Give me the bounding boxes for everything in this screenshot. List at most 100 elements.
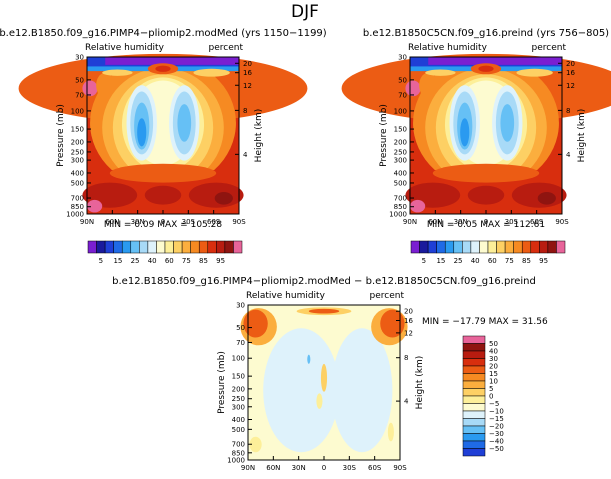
y2-tick-label: 20 (404, 308, 413, 316)
y2-tick-label: 4 (243, 151, 248, 159)
x-tick-label: 60S (368, 464, 382, 472)
colorbar-swatch (462, 425, 486, 434)
colorbar-swatch (207, 240, 217, 254)
y-tick-label: 250 (71, 148, 84, 156)
colorbar-label: −40 (489, 438, 504, 446)
y2-tick-label: 4 (404, 398, 409, 406)
colorbar-label: 25 (454, 257, 463, 265)
colorbar-swatch (190, 240, 200, 254)
x-tick-label: 90S (232, 218, 246, 226)
colorbar-swatch (121, 240, 132, 254)
colorbar-swatch (496, 240, 506, 254)
colorbar-swatch (130, 240, 140, 254)
contour-field (240, 305, 408, 460)
panel-subtitle-left: Relative humidity (85, 43, 165, 53)
colorbar-swatch (462, 373, 486, 382)
y2-axis-label: Height (km) (254, 109, 264, 163)
panel-subtitle-right: percent (209, 43, 244, 53)
x-tick-label: 0 (322, 464, 326, 472)
panel-subtitle-left: Relative humidity (408, 43, 488, 53)
colorbar-label: 15 (436, 257, 445, 265)
colorbar-swatch (462, 410, 486, 419)
colorbar-swatch (539, 240, 549, 254)
panel-stats: MIN = 0.05 MAX = 112.61 (427, 220, 545, 230)
panel-stats: MIN = 0.09 MAX = 105.28 (104, 220, 222, 230)
colorbar-swatch (419, 240, 429, 254)
colorbar-label: 15 (489, 370, 498, 378)
y2-tick-label: 4 (566, 151, 571, 159)
y-tick-label: 200 (71, 138, 84, 146)
colorbar-swatch (113, 240, 123, 254)
y-tick-label: 150 (71, 126, 84, 134)
colorbar-swatch (487, 240, 497, 254)
y-tick-label: 50 (398, 76, 407, 84)
colorbar-label: 25 (131, 257, 140, 265)
colorbar-label: 5 (422, 257, 426, 265)
colorbar-swatch (181, 240, 191, 254)
y-tick-label: 500 (394, 179, 407, 187)
colorbar-label: 85 (199, 257, 208, 265)
y2-tick-label: 12 (243, 82, 252, 90)
colorbar-label: 85 (522, 257, 531, 265)
colorbar-label: 60 (488, 257, 497, 265)
y-tick-label: 100 (71, 107, 84, 115)
y-tick-label: 1000 (389, 211, 407, 219)
colorbar-swatch (224, 240, 234, 254)
y2-axis-label: Height (km) (415, 356, 425, 410)
x-tick-label: 0 (161, 218, 165, 226)
colorbar-label: 75 (505, 257, 514, 265)
y-tick-label: 500 (71, 179, 84, 187)
figure-title: DJF (291, 2, 319, 22)
x-tick-label: 30N (292, 464, 306, 472)
colorbar-swatch (164, 240, 174, 254)
colorbar-swatch (556, 240, 566, 254)
colorbar-label: 40 (471, 257, 480, 265)
x-tick-label: 30S (505, 218, 519, 226)
y2-tick-label: 20 (566, 60, 575, 68)
colorbar-label: 75 (182, 257, 191, 265)
y-tick-label: 400 (232, 416, 245, 424)
y-tick-label: 300 (71, 157, 84, 165)
panel-title: b.e12.B1850.f09_g16.PIMP4−pliomip2.modMe… (0, 28, 327, 39)
colorbar: 5 15 25 40 60 75 85 95 (87, 240, 243, 265)
colorbar-swatch (462, 358, 486, 367)
y-tick-label: 150 (232, 373, 245, 381)
y-tick-label: 200 (232, 385, 245, 393)
colorbar-swatch (216, 240, 226, 254)
y2-tick-label: 8 (566, 107, 570, 115)
colorbar-swatch (530, 240, 540, 254)
colorbar-swatch (444, 240, 455, 254)
colorbar-swatch (462, 448, 486, 457)
x-tick-label: 60S (207, 218, 221, 226)
colorbar-swatch (513, 240, 523, 254)
y-tick-label: 300 (232, 403, 245, 411)
x-tick-label: 60S (530, 218, 544, 226)
x-tick-label: 60N (428, 218, 442, 226)
panel-2: b.e12.B1850C5CN.f09_g16.preind (yrs 756−… (341, 28, 611, 265)
y-tick-label: 30 (236, 302, 245, 310)
x-tick-label: 30N (131, 218, 145, 226)
x-tick-label: 30N (454, 218, 468, 226)
y-tick-label: 850 (394, 203, 407, 211)
y-tick-label: 100 (394, 107, 407, 115)
y2-tick-label: 20 (243, 60, 252, 68)
y-tick-label: 200 (394, 138, 407, 146)
colorbar-swatch (410, 240, 420, 254)
colorbar-swatch (462, 433, 486, 442)
x-tick-label: 60N (266, 464, 280, 472)
y-tick-label: 500 (232, 426, 245, 434)
colorbar-label: 5 (489, 385, 493, 393)
colorbar-swatch (87, 240, 97, 254)
y-tick-label: 70 (75, 91, 84, 99)
colorbar-swatch (96, 240, 106, 254)
colorbar-label: −15 (489, 415, 504, 423)
y-tick-label: 700 (394, 195, 407, 203)
y-tick-label: 30 (398, 54, 407, 62)
colorbar-swatch (156, 240, 166, 254)
colorbar-label: 95 (216, 257, 225, 265)
panel-subtitle-right: percent (370, 291, 405, 301)
x-tick-label: 30S (182, 218, 196, 226)
colorbar-label: 60 (165, 257, 174, 265)
y2-tick-label: 16 (243, 69, 252, 77)
